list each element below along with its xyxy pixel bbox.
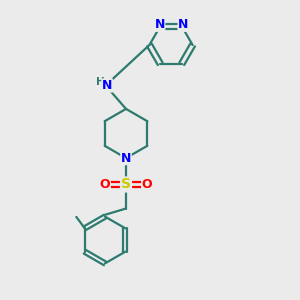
Text: N: N <box>102 79 112 92</box>
Text: S: S <box>121 178 131 191</box>
Text: N: N <box>178 18 188 31</box>
Text: H: H <box>96 77 105 87</box>
Text: O: O <box>142 178 152 191</box>
Text: N: N <box>154 18 165 31</box>
Text: N: N <box>121 152 131 165</box>
Text: O: O <box>100 178 110 191</box>
